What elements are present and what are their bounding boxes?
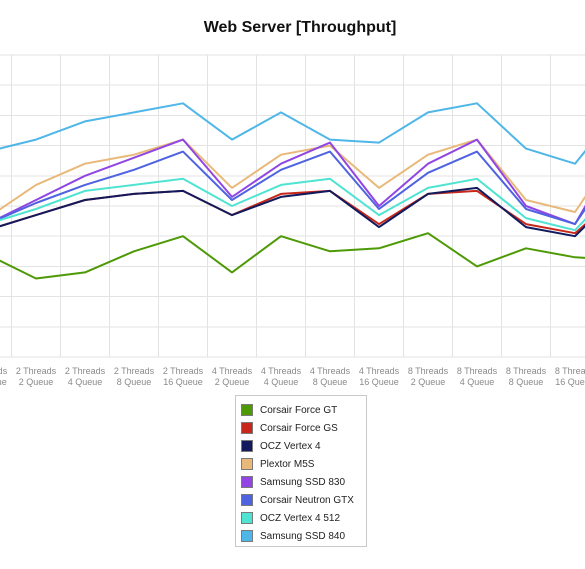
legend-label: Corsair Neutron GTX bbox=[260, 494, 354, 506]
legend-label: Samsung SSD 840 bbox=[260, 530, 346, 542]
legend-item: Corsair Force GS bbox=[241, 421, 338, 435]
legend-item: OCZ Vertex 4 bbox=[241, 439, 321, 453]
legend-label: OCZ Vertex 4 512 bbox=[260, 512, 341, 524]
legend-item: Samsung SSD 840 bbox=[241, 529, 345, 543]
legend-swatch bbox=[241, 494, 253, 506]
series-line bbox=[0, 189, 585, 235]
series-line bbox=[0, 232, 585, 280]
x-tick-label: 8 Threads bbox=[555, 366, 585, 376]
legend-swatch bbox=[241, 440, 253, 452]
x-tick-label: 16 Queue bbox=[555, 377, 585, 387]
legend-swatch bbox=[241, 404, 253, 416]
x-tick-label: 8 Queue bbox=[313, 377, 348, 387]
legend-item: OCZ Vertex 4 512 bbox=[241, 511, 340, 525]
x-tick-label: 2 Queue bbox=[215, 377, 250, 387]
x-tick-label: 2 Threads bbox=[114, 366, 155, 376]
x-tick-label: 4 Queue bbox=[264, 377, 299, 387]
x-tick-label: 4 Queue bbox=[68, 377, 103, 387]
x-tick-label: 4 Threads bbox=[310, 366, 351, 376]
x-tick-label: 16 Queue bbox=[163, 377, 203, 387]
x-tick-label: 8 Queue bbox=[117, 377, 152, 387]
chart-legend: Corsair Force GT Corsair Force GS OCZ Vert… bbox=[235, 395, 367, 547]
legend-label: Corsair Force GT bbox=[260, 404, 338, 416]
x-tick-label: 8 Threads bbox=[506, 366, 547, 376]
legend-label: Samsung SSD 830 bbox=[260, 476, 346, 488]
legend-swatch bbox=[241, 530, 253, 542]
legend-label: Corsair Force GS bbox=[260, 422, 338, 434]
x-tick-label: 2 Threads bbox=[65, 366, 106, 376]
x-tick-label: 2 Threads bbox=[163, 366, 204, 376]
x-tick-label: 8 Threads bbox=[457, 366, 498, 376]
x-tick-label: 1 Threads bbox=[0, 366, 8, 376]
series-line bbox=[0, 102, 585, 165]
series-line bbox=[0, 186, 585, 238]
x-tick-label: 2 Threads bbox=[16, 366, 57, 376]
x-tick-label: 4 Threads bbox=[212, 366, 253, 376]
legend-item: Samsung SSD 830 bbox=[241, 475, 345, 489]
legend-item: Corsair Neutron GTX bbox=[241, 493, 354, 507]
legend-swatch bbox=[241, 476, 253, 488]
legend-item: Plextor M5S bbox=[241, 457, 314, 471]
x-tick-label: 16 Queue bbox=[359, 377, 399, 387]
series-line bbox=[0, 138, 585, 213]
legend-swatch bbox=[241, 422, 253, 434]
x-tick-label: 2 Queue bbox=[411, 377, 446, 387]
legend-swatch bbox=[241, 458, 253, 470]
legend-label: OCZ Vertex 4 bbox=[260, 440, 321, 452]
x-tick-label: 4 Queue bbox=[460, 377, 495, 387]
legend-swatch bbox=[241, 512, 253, 524]
chart-title: Web Server [Throughput] bbox=[203, 19, 397, 36]
series-line bbox=[0, 177, 585, 232]
x-tick-label: 8 Queue bbox=[509, 377, 544, 387]
legend-label: Plextor M5S bbox=[260, 458, 315, 470]
series-line bbox=[0, 150, 585, 226]
x-tick-label: 4 Threads bbox=[359, 366, 400, 376]
legend-item: Corsair Force GT bbox=[241, 403, 337, 417]
x-tick-label: 2 Queue bbox=[19, 377, 54, 387]
x-tick-label: 8 Threads bbox=[408, 366, 449, 376]
x-tick-label: 4 Threads bbox=[261, 366, 302, 376]
x-tick-label: 16 Queue bbox=[0, 377, 7, 387]
